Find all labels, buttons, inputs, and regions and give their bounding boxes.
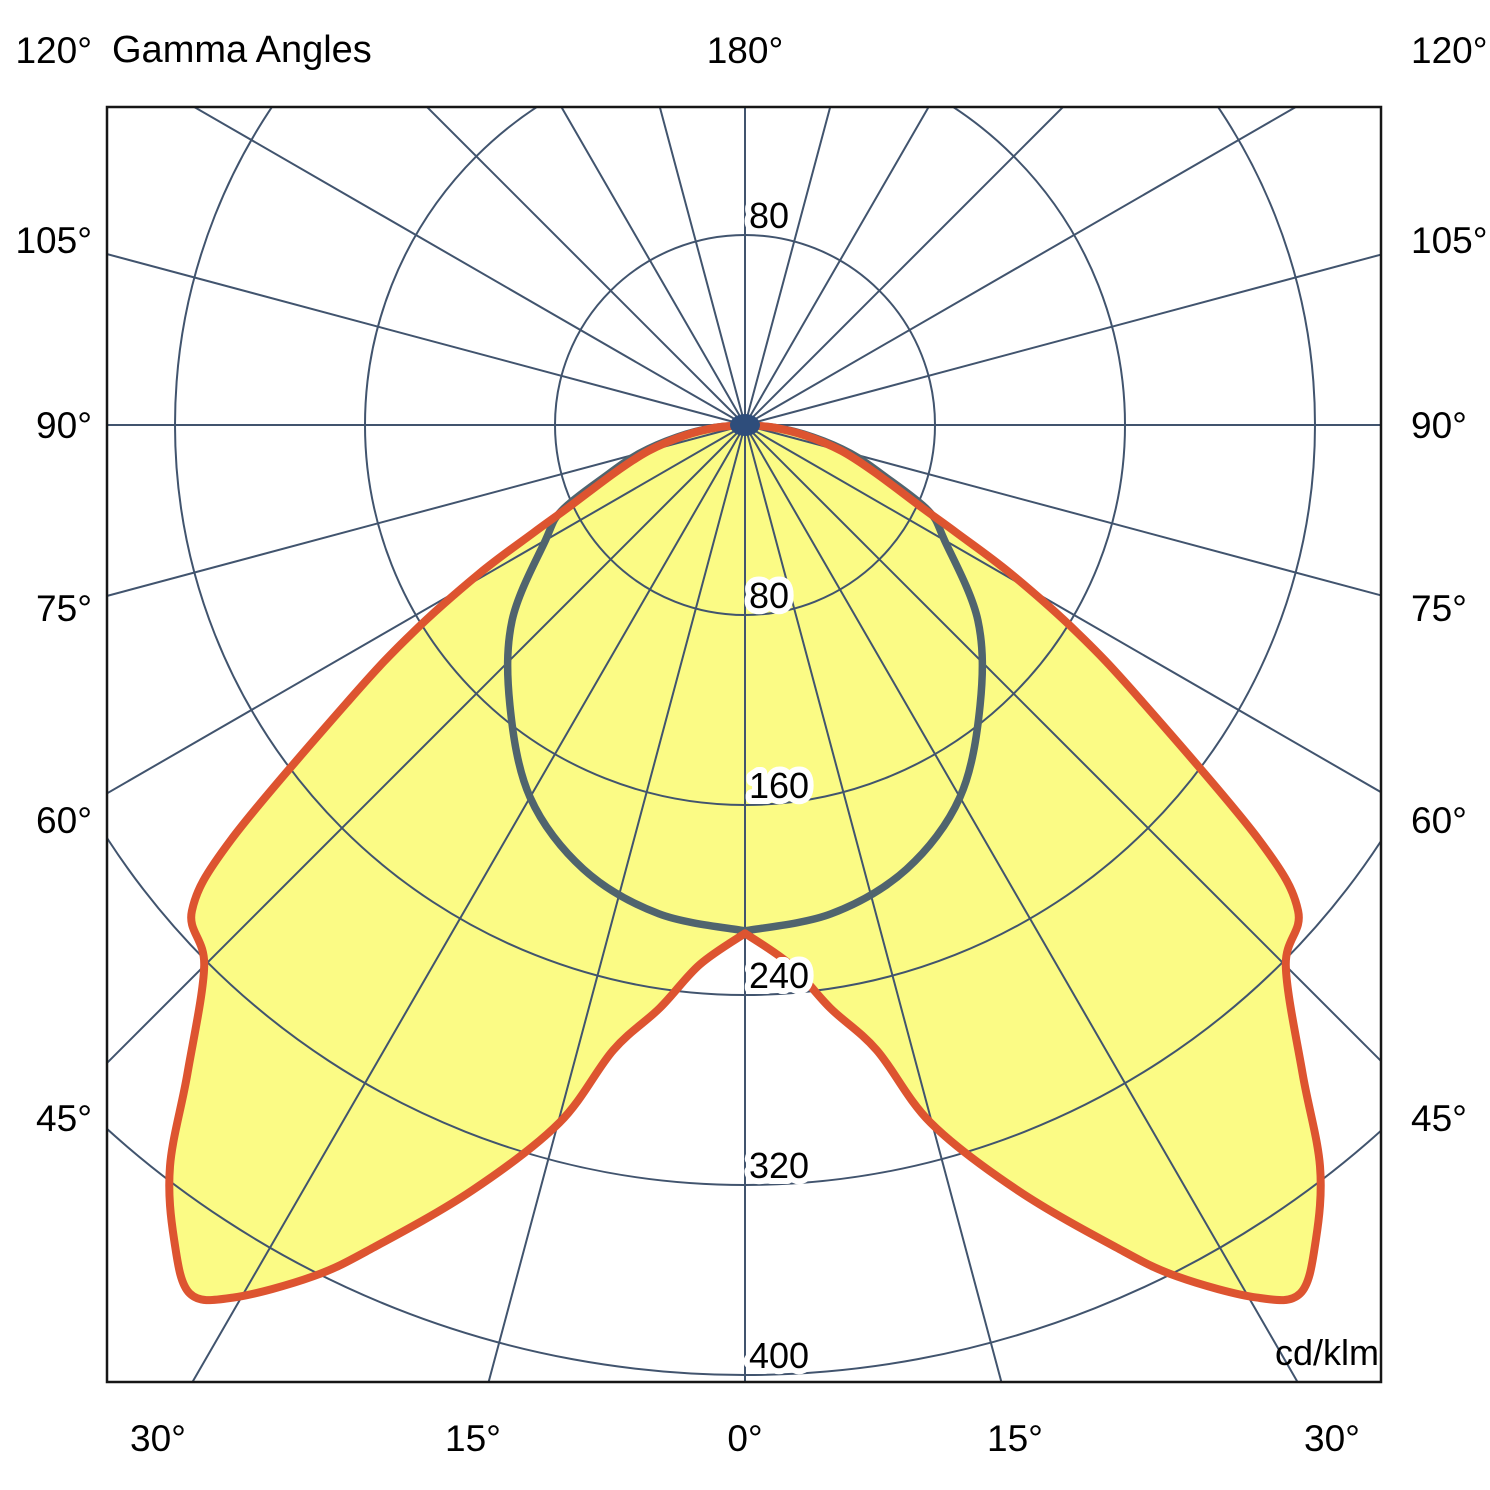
grid-radial-120 [744,107,1298,426]
grid-radial-150 [744,107,930,426]
grid-radial-345 [487,424,746,1382]
grid-radial-195 [658,107,746,426]
grid-radial-105 [744,253,1381,426]
polar-origin-dot [730,414,760,436]
grid-radial-285 [107,424,746,597]
right-angle-label-120: 120° [1411,30,1488,71]
ring-value-label-2: 160 [749,765,809,806]
grid-radial-315 [107,424,746,1065]
grid-radial-165 [744,107,832,426]
grid-radial-30 [744,424,1299,1382]
grid-radial-255 [107,253,746,426]
right-angle-label-105: 105° [1411,220,1488,261]
grid-radial-210 [560,107,746,426]
axis-labels: 120° 120° 105° 105° 90° 90° 75° 75° 60° 60° 45° 45°… [15,30,1487,1459]
bottom-angle-label-1: 15° [445,1418,501,1459]
grid-radial-240 [192,107,746,426]
left-angle-label-90: 90° [36,405,92,446]
grid-radial-75 [744,424,1381,597]
c0-c180-curve [165,421,1325,1305]
ring-value-label-1: 80 [749,575,789,616]
ring-value-label-0: 80 [749,195,789,236]
ring-value-label-5: 400 [749,1335,809,1376]
unit-label: cd/klm [1275,1332,1379,1373]
grid-radial-45 [744,424,1381,1063]
grid-radial-135 [744,107,1065,426]
bottom-angle-label-3: 15° [987,1418,1043,1459]
grid-radial-225 [425,107,746,426]
left-angle-label-120: 120° [15,30,92,71]
bottom-angle-label-4: 30° [1304,1418,1360,1459]
left-angle-label-45: 45° [36,1098,92,1139]
bottom-angle-label-2: 0° [727,1418,762,1459]
top-angle-label-180: 180° [707,30,784,71]
right-angle-label-90: 90° [1411,405,1467,446]
chart-title: Gamma Angles [112,29,372,71]
grid-radial-330 [191,424,746,1382]
right-angle-label-45: 45° [1411,1098,1467,1139]
ring-value-label-3: 240 [749,955,809,996]
plot-border [105,105,1383,1384]
right-angle-label-60: 60° [1411,800,1467,841]
right-angle-label-75: 75° [1411,588,1467,629]
left-angle-label-60: 60° [36,800,92,841]
grid-radial-15 [744,424,1003,1382]
left-angle-label-75: 75° [36,588,92,629]
left-angle-label-105: 105° [15,220,92,261]
bottom-angle-label-0: 30° [130,1418,186,1459]
ring-value-label-4: 320 [749,1145,809,1186]
